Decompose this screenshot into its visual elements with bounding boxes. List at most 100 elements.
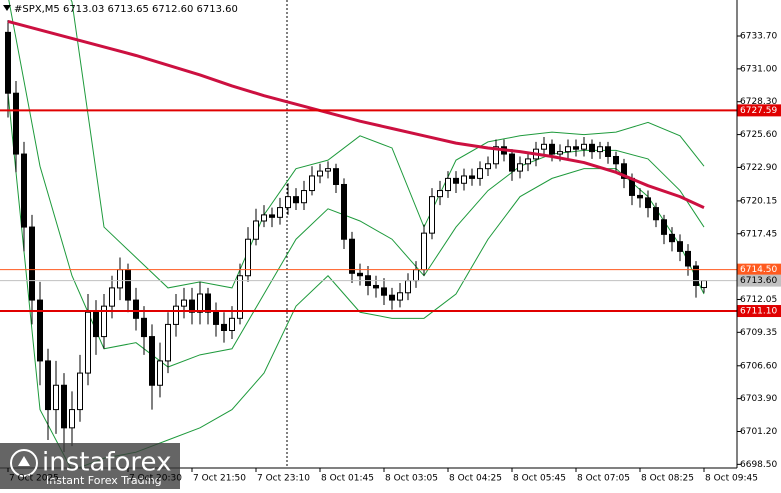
- y-tick-label: 6720.15: [740, 196, 777, 206]
- watermark-tagline: Instant Forex Trading: [46, 474, 162, 487]
- candle-body: [277, 207, 283, 218]
- candle-body: [397, 292, 403, 301]
- candle-body: [285, 196, 291, 209]
- candle-body: [341, 183, 347, 240]
- y-tick-label: 6717.45: [740, 229, 777, 239]
- watermark-logo: [10, 449, 38, 477]
- price-level-box: [737, 263, 781, 276]
- candle-body: [293, 196, 299, 204]
- candle-body: [269, 214, 275, 218]
- candle-body: [13, 92, 19, 155]
- y-tick-label: 6733.70: [740, 32, 777, 42]
- candle-body: [589, 143, 595, 153]
- y-tick-label: 6703.90: [740, 394, 777, 404]
- candle-body: [453, 177, 459, 184]
- candle-body: [645, 197, 651, 209]
- candle-body: [173, 305, 179, 325]
- candle-body: [333, 168, 339, 185]
- x-tick-label: 7 Oct 23:10: [257, 474, 310, 484]
- candle-body: [653, 207, 659, 221]
- candle-body: [253, 220, 259, 240]
- candle-body: [517, 163, 523, 172]
- candle-body: [525, 158, 531, 165]
- candle-body: [5, 31, 11, 94]
- y-tick-label: 6722.90: [740, 163, 777, 173]
- candle-body: [309, 175, 315, 192]
- candle-body: [661, 219, 667, 235]
- candle-body: [213, 311, 219, 325]
- candle-body: [69, 409, 75, 429]
- candle-body: [229, 317, 235, 331]
- watermark-logo-mark: [18, 456, 30, 466]
- x-tick-label: 8 Oct 03:05: [385, 474, 438, 484]
- candle-body: [493, 146, 499, 165]
- candle-body: [605, 146, 611, 157]
- candle-body: [261, 214, 267, 222]
- x-tick-label: 8 Oct 01:45: [321, 474, 374, 484]
- candle-body: [701, 280, 707, 289]
- candle-body: [677, 241, 683, 252]
- y-tick-label: 6712.05: [740, 295, 777, 305]
- candle-body: [157, 360, 163, 386]
- candle-body: [181, 299, 187, 307]
- price-level-box: [737, 274, 781, 287]
- candle-body: [549, 143, 555, 155]
- candle-body: [477, 168, 483, 179]
- y-tick-label: 6701.20: [740, 427, 777, 437]
- y-tick-label: 6698.50: [740, 460, 777, 470]
- candle-body: [93, 311, 99, 338]
- candle-body: [53, 384, 59, 411]
- candle-body: [573, 146, 579, 150]
- candle-body: [197, 293, 203, 313]
- y-tick-label: 6725.60: [740, 130, 777, 140]
- candle-body: [565, 146, 571, 153]
- x-tick-label: 8 Oct 05:45: [513, 474, 566, 484]
- candle-body: [317, 170, 323, 177]
- candle-body: [125, 269, 131, 301]
- candle-body: [189, 299, 195, 313]
- candle-body: [581, 143, 587, 150]
- candle-body: [357, 272, 363, 277]
- x-tick-label: 8 Oct 08:25: [641, 474, 694, 484]
- candle-body: [37, 299, 43, 362]
- candle-body: [45, 360, 51, 411]
- chart-title: #SPX,M5 6713.03 6713.65 6712.60 6713.60: [14, 4, 238, 15]
- price-level-label: 6714.50: [740, 265, 777, 275]
- candle-body: [381, 287, 387, 296]
- candle-body: [21, 153, 27, 228]
- price-level-box: [737, 305, 781, 318]
- candle-body: [109, 287, 115, 307]
- symbol-icon: [3, 5, 11, 11]
- candle-body: [245, 238, 251, 277]
- watermark-brand: instaforex: [42, 448, 171, 478]
- candle-body: [61, 384, 67, 429]
- candle-body: [349, 238, 355, 274]
- candle-body: [685, 250, 691, 267]
- candle-body: [469, 175, 475, 179]
- candle-body: [325, 168, 331, 172]
- candle-body: [141, 317, 147, 338]
- candle-body: [405, 280, 411, 294]
- moving-average: [7, 19, 705, 209]
- candle-body: [541, 143, 547, 150]
- x-tick-label: 7 Oct 21:50: [193, 474, 246, 484]
- candle-body: [205, 293, 211, 313]
- candle-body: [413, 269, 419, 282]
- y-tick-label: 6709.35: [740, 328, 777, 338]
- watermark: instaforex Instant Forex Trading: [0, 443, 180, 489]
- indicator-line: [70, 0, 705, 289]
- candle-body: [461, 175, 467, 184]
- candle-body: [301, 190, 307, 204]
- price-level-label: 6711.10: [740, 307, 777, 317]
- candle-body: [101, 305, 107, 338]
- candle-body: [421, 232, 427, 271]
- candle-body: [165, 323, 171, 362]
- candle-body: [485, 163, 491, 170]
- candle-body: [149, 336, 155, 386]
- candle-body: [509, 153, 515, 172]
- candle-body: [637, 194, 643, 199]
- price-level-box: [737, 104, 781, 117]
